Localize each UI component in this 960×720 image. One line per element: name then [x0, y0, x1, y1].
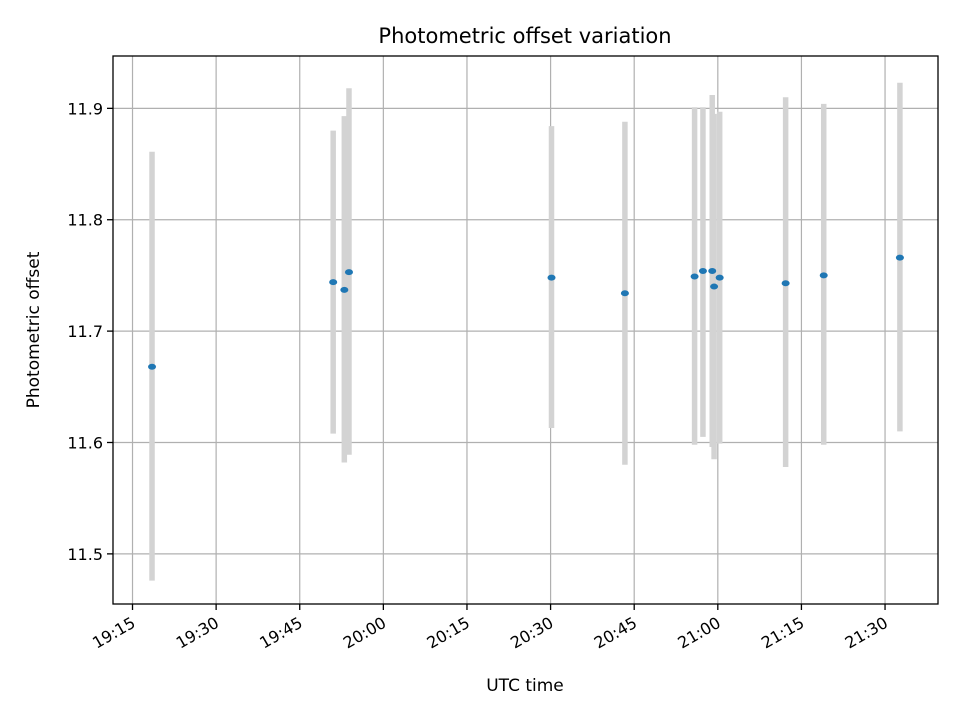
- data-point: [708, 267, 717, 274]
- y-tick-label: 11.6: [67, 433, 103, 452]
- x-tick-label: 20:15: [424, 613, 473, 653]
- data-point: [340, 286, 349, 293]
- x-axis: 19:15 19:30 19:45 20:00 20:15 20:30 20:45 21:00…: [89, 604, 891, 653]
- data-point: [781, 280, 790, 287]
- x-tick-label: 19:45: [256, 613, 305, 653]
- y-tick-label: 11.5: [67, 545, 103, 564]
- data-point: [698, 267, 707, 274]
- data-point: [329, 279, 338, 286]
- x-axis-label: UTC time: [486, 676, 564, 696]
- data-point: [547, 274, 556, 281]
- x-tick-label: 19:30: [173, 613, 222, 653]
- y-tick-label: 11.9: [67, 99, 103, 118]
- data-point: [895, 254, 904, 261]
- x-tick-label: 20:00: [340, 613, 389, 653]
- y-tick-label: 11.8: [67, 211, 103, 230]
- x-tick-label: 19:15: [89, 613, 138, 653]
- y-tick-label: 11.7: [67, 322, 103, 341]
- data-point: [715, 274, 724, 281]
- y-axis-label: Photometric offset: [24, 251, 44, 408]
- y-axis: 11.5 11.6 11.7 11.8 11.9: [67, 99, 113, 564]
- x-tick-label: 20:45: [591, 613, 640, 653]
- data-point: [819, 272, 828, 279]
- x-tick-label: 21:30: [842, 613, 891, 653]
- data-point: [690, 273, 699, 280]
- data-points: [148, 254, 904, 370]
- x-tick-label: 21:00: [674, 613, 723, 653]
- x-tick-label: 20:30: [507, 613, 556, 653]
- data-point: [620, 290, 629, 297]
- data-point: [710, 283, 719, 290]
- data-point: [148, 363, 157, 370]
- x-tick-label: 21:15: [758, 613, 807, 653]
- plot-frame: [112, 55, 939, 605]
- grid: [113, 56, 938, 604]
- chart-title: Photometric offset variation: [378, 24, 671, 48]
- data-point: [344, 269, 353, 276]
